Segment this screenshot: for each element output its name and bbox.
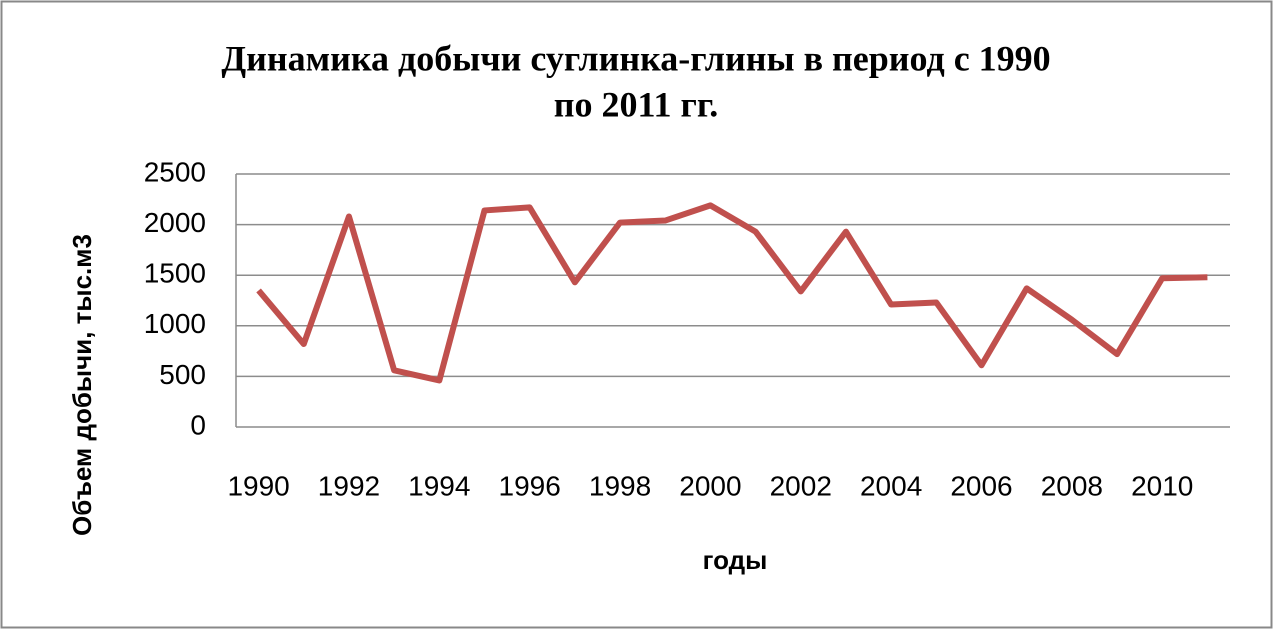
y-axis-title: Объем добычи, тыс.м3: [67, 234, 97, 536]
x-tick-label: 2004: [860, 470, 922, 501]
x-tick-label: 2000: [679, 470, 741, 501]
y-tick-label: 0: [190, 409, 206, 440]
x-tick-label: 1998: [589, 470, 651, 501]
x-tick-label: 1994: [408, 470, 470, 501]
chart-title: по 2011 гг.: [554, 84, 718, 124]
y-tick-label: 2500: [144, 156, 206, 187]
data-line: [256, 202, 1208, 384]
y-tick-label: 1500: [144, 258, 206, 289]
x-tick-label: 2002: [770, 470, 832, 501]
x-tick-label: 1996: [499, 470, 561, 501]
x-tick-label: 2006: [950, 470, 1012, 501]
y-tick-label: 500: [159, 359, 206, 390]
x-tick-label: 1990: [227, 470, 289, 501]
y-tick-label: 2000: [144, 207, 206, 238]
x-tick-label: 2008: [1041, 470, 1103, 501]
y-tick-label: 1000: [144, 308, 206, 339]
x-tick-label: 2010: [1131, 470, 1193, 501]
x-tick-label: 1992: [318, 470, 380, 501]
chart-title: Динамика добычи суглинка-глины в период …: [221, 38, 1050, 78]
x-axis-title: годы: [703, 545, 768, 575]
